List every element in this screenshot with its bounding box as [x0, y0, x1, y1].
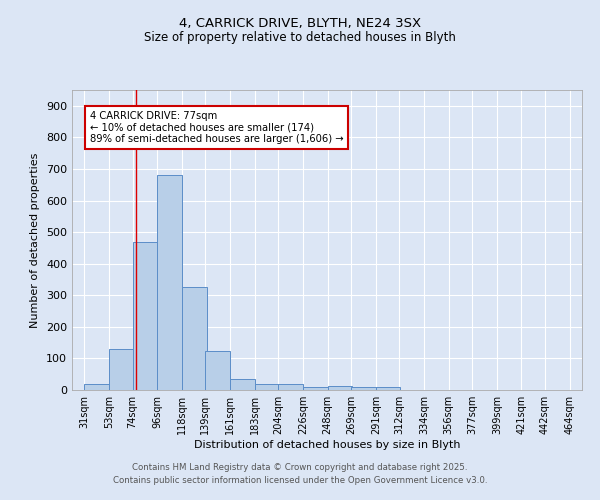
Bar [230, 379, 255, 390]
Bar [182, 288, 206, 390]
Bar [376, 388, 400, 390]
Bar [133, 242, 157, 390]
Text: 4 CARRICK DRIVE: 77sqm
← 10% of detached houses are smaller (174)
89% of semi-de: 4 CARRICK DRIVE: 77sqm ← 10% of detached… [90, 111, 343, 144]
Text: Contains HM Land Registry data © Crown copyright and database right 2025.: Contains HM Land Registry data © Crown c… [132, 464, 468, 472]
Bar [205, 350, 230, 390]
Y-axis label: Number of detached properties: Number of detached properties [31, 152, 40, 328]
Bar [109, 349, 134, 390]
Bar [157, 176, 182, 390]
Bar [351, 387, 376, 390]
Bar [328, 386, 352, 390]
Bar [303, 387, 328, 390]
Bar [255, 384, 280, 390]
Text: Size of property relative to detached houses in Blyth: Size of property relative to detached ho… [144, 31, 456, 44]
X-axis label: Distribution of detached houses by size in Blyth: Distribution of detached houses by size … [194, 440, 460, 450]
Text: 4, CARRICK DRIVE, BLYTH, NE24 3SX: 4, CARRICK DRIVE, BLYTH, NE24 3SX [179, 18, 421, 30]
Text: Contains public sector information licensed under the Open Government Licence v3: Contains public sector information licen… [113, 476, 487, 485]
Bar [278, 384, 303, 390]
Bar [85, 384, 109, 390]
